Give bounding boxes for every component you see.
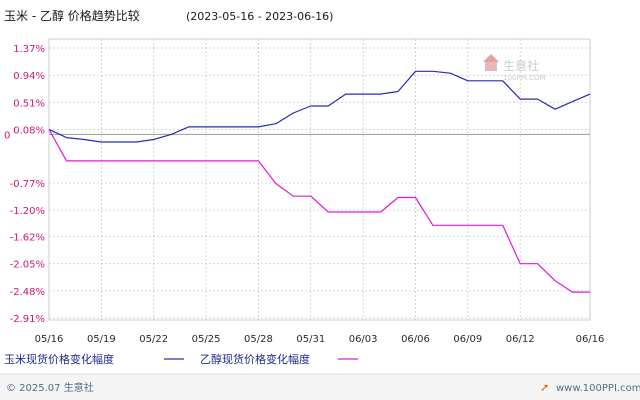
legend: 玉米现货价格变化幅度 乙醇现货价格变化幅度 (4, 352, 358, 366)
house-icon (483, 54, 499, 71)
series-line-corn (48, 70, 591, 143)
x-tick-label: 06/16 (576, 334, 605, 345)
y-tick-label: -2.05% (10, 260, 45, 271)
legend-label-ethanol: 乙醇现货价格变化幅度 (200, 352, 310, 366)
x-tick-label: 05/31 (296, 334, 325, 345)
chart-date-range: (2023-05-16 - 2023-06-16) (186, 10, 333, 23)
footer-bar (0, 375, 640, 400)
x-tick-label: 06/03 (349, 334, 378, 345)
footer-site-link[interactable]: www.100PPI.com (556, 383, 640, 394)
x-tick-label: 06/12 (506, 334, 535, 345)
y-tick-label: 0.94% (13, 71, 45, 82)
x-tick-label: 05/22 (139, 334, 168, 345)
x-tick-label: 05/19 (87, 334, 116, 345)
x-tick-label: 05/28 (244, 334, 273, 345)
footer-link-group[interactable]: ➚ www.100PPI.com (540, 381, 640, 394)
x-tick-label: 05/16 (35, 334, 64, 345)
x-axis: 05/16 05/19 05/22 05/25 05/28 05/31 06/03 06/06… (35, 334, 605, 345)
y-tick-label: -2.91% (10, 314, 45, 325)
y-tick-label: 1.37% (13, 44, 45, 55)
y-tick-label: -1.62% (10, 233, 45, 244)
y-tick-label: -2.48% (10, 287, 45, 298)
x-tick-label: 06/06 (401, 334, 430, 345)
legend-label-corn: 玉米现货价格变化幅度 (4, 352, 114, 366)
series-line-ethanol (48, 129, 590, 293)
watermark-text: 生意社 (503, 58, 539, 73)
x-tick-label: 05/25 (192, 334, 221, 345)
arrow-icon: ➚ (540, 381, 549, 394)
watermark-subtext: 100PPI.COM (503, 74, 546, 82)
x-tick-label: 06/09 (453, 334, 482, 345)
y-tick-label: 0.51% (13, 98, 45, 109)
y-tick-label: 0.08% (13, 125, 45, 136)
y-tick-label: -0.77% (10, 179, 45, 190)
watermark-logo: 生意社 100PPI.COM (483, 54, 546, 82)
footer-copyright: © 2025.07 生意社 (6, 381, 94, 394)
series-layer (48, 70, 591, 293)
y-tick-label: 0 (4, 130, 10, 141)
plot-area (48, 38, 591, 321)
y-axis: 1.37% 0.94% 0.51% 0.08%0 -0.77% -1.20% -1.62% -… (4, 44, 45, 325)
chart-title: 玉米 - 乙醇 价格趋势比较 (4, 8, 140, 23)
grid-layer (48, 39, 591, 320)
y-tick-label: -1.20% (10, 206, 45, 217)
